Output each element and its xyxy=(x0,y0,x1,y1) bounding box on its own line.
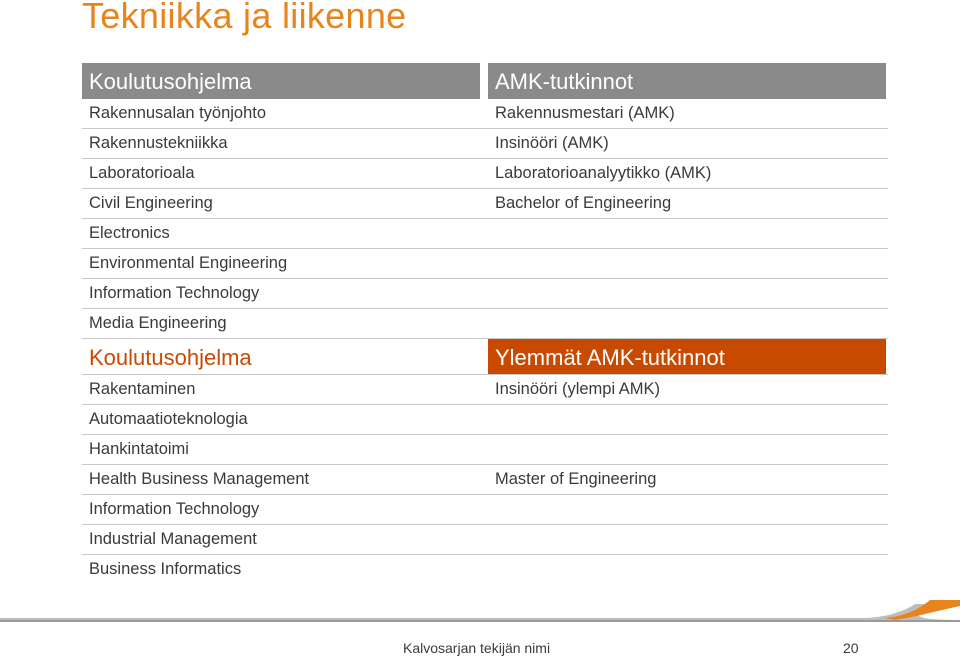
degree-cell xyxy=(488,495,886,524)
table-row: Automaatioteknologia xyxy=(82,405,888,435)
table-row: Information Technology xyxy=(82,495,888,525)
degree-cell: Rakennusmestari (AMK) xyxy=(495,104,675,122)
table-row: Rakennusalan työnjohto Rakennusmestari (… xyxy=(82,99,888,129)
program-cell: Business Informatics xyxy=(89,560,242,578)
program-cell: Laboratorioala xyxy=(89,164,195,182)
program-cell: Rakentaminen xyxy=(89,380,196,398)
table-row: Information Technology xyxy=(82,279,888,309)
slide-title: Tekniikka ja liikenne xyxy=(82,0,407,36)
section2-left-header: Koulutusohjelma xyxy=(82,339,480,374)
footer-swoosh xyxy=(0,600,960,622)
degree-cell: Laboratorioanalyytikko (AMK) xyxy=(495,164,712,182)
section1-left-header: Koulutusohjelma xyxy=(82,63,480,99)
degree-cell xyxy=(488,309,886,338)
footer-author: Kalvosarjan tekijän nimi xyxy=(403,640,551,656)
program-cell: Information Technology xyxy=(89,284,260,302)
degree-table: Koulutusohjelma AMK-tutkinnot Rakennusal… xyxy=(82,63,888,585)
program-cell: Electronics xyxy=(89,224,170,242)
program-cell: Industrial Management xyxy=(89,530,257,548)
degree-cell xyxy=(488,405,886,434)
degree-cell: Insinööri (ylempi AMK) xyxy=(495,380,661,398)
program-cell: Rakennustekniikka xyxy=(89,134,228,152)
degree-cell: Insinööri (AMK) xyxy=(495,134,609,152)
degree-cell xyxy=(488,555,886,585)
degree-cell xyxy=(488,219,886,248)
table-row: Rakennustekniikka Insinööri (AMK) xyxy=(82,129,888,159)
table-row: Rakentaminen Insinööri (ylempi AMK) xyxy=(82,375,888,405)
program-cell: Information Technology xyxy=(89,500,260,518)
degree-cell xyxy=(488,279,886,308)
table-row: Health Business Management Master of Eng… xyxy=(82,465,888,495)
program-cell: Hankintatoimi xyxy=(89,440,189,458)
program-cell: Health Business Management xyxy=(89,470,310,488)
table-row: Environmental Engineering xyxy=(82,249,888,279)
degree-cell xyxy=(488,249,886,278)
degree-cell xyxy=(488,435,886,464)
table-row: Media Engineering xyxy=(82,309,888,339)
degree-cell: Bachelor of Engineering xyxy=(495,194,672,212)
section2-right-header: Ylemmät AMK-tutkinnot xyxy=(488,339,886,374)
table-row: Business Informatics xyxy=(82,555,888,585)
page-number: 20 xyxy=(843,640,859,656)
program-cell: Civil Engineering xyxy=(89,194,213,212)
program-cell: Environmental Engineering xyxy=(89,254,288,272)
table-row: Laboratorioala Laboratorioanalyytikko (A… xyxy=(82,159,888,189)
section2-header-row: Koulutusohjelma Ylemmät AMK-tutkinnot xyxy=(82,339,888,375)
section1-right-header: AMK-tutkinnot xyxy=(488,63,886,99)
section1-header-row: Koulutusohjelma AMK-tutkinnot xyxy=(82,63,888,99)
program-cell: Media Engineering xyxy=(89,314,227,332)
table-row: Civil Engineering Bachelor of Engineerin… xyxy=(82,189,888,219)
program-cell: Rakennusalan työnjohto xyxy=(89,104,267,122)
program-cell: Automaatioteknologia xyxy=(89,410,248,428)
table-row: Hankintatoimi xyxy=(82,435,888,465)
degree-cell: Master of Engineering xyxy=(495,470,657,488)
degree-cell xyxy=(488,525,886,554)
table-row: Electronics xyxy=(82,219,888,249)
table-row: Industrial Management xyxy=(82,525,888,555)
